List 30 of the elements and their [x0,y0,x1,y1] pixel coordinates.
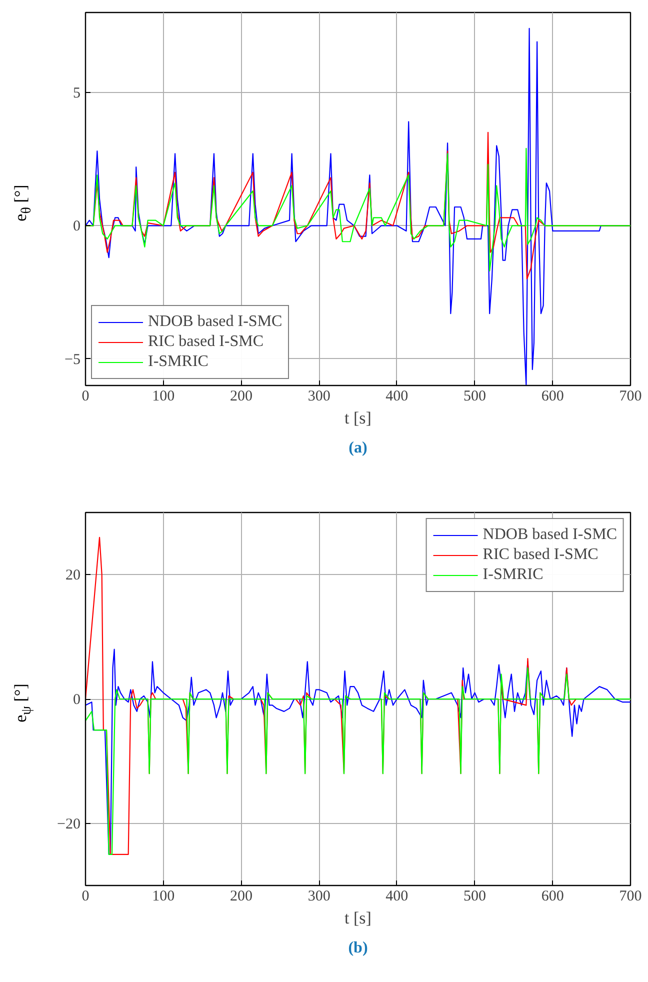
x-tick-label: 100 [152,388,175,404]
text: (b) [348,940,368,956]
x-tick-label: 700 [619,388,642,404]
x-tick-label: 500 [464,388,486,404]
y-tick-label: −20 [57,816,81,832]
x-tick-label: 400 [386,388,408,404]
legend-label: I-SMRIC [148,352,208,372]
x-tick-label: 200 [230,388,252,404]
x-axis-title: t [s] [344,408,372,428]
y-tick-label: 0 [73,218,80,235]
x-tick-label: 200 [230,888,252,904]
legend-label: RIC based I-SMC [148,332,264,352]
text: (a) [348,440,368,456]
x-tick-label: 300 [308,388,330,404]
x-tick-label: 600 [541,888,564,904]
x-tick-label: 300 [308,888,330,904]
x-tick-label: 100 [152,888,175,904]
legend-label: I-SMRIC [482,565,544,585]
x-tick-label: 400 [386,888,408,904]
x-axis-title: t [s] [344,908,372,928]
x-tick-label: 700 [619,888,642,904]
legend-label: NDOB based I-SMC [482,525,617,545]
y-tick-label: 5 [73,85,80,102]
x-tick-label: 600 [541,388,564,404]
legend-label: NDOB based I-SMC [148,312,282,332]
y-tick-label: −5 [64,352,81,368]
legend-label: RIC based I-SMC [482,545,598,565]
y-tick-label: 0 [73,692,80,708]
x-tick-label: 500 [464,888,486,904]
y-tick-label: 20 [66,568,80,584]
